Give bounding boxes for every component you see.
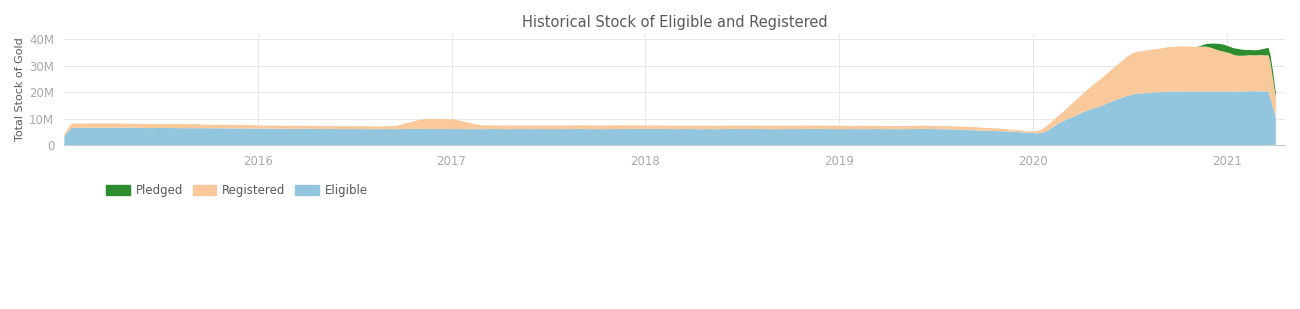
Y-axis label: Total Stock of Gold: Total Stock of Gold bbox=[16, 38, 25, 142]
Title: Historical Stock of Eligible and Registered: Historical Stock of Eligible and Registe… bbox=[521, 15, 827, 30]
Legend: Pledged, Registered, Eligible: Pledged, Registered, Eligible bbox=[107, 184, 368, 197]
